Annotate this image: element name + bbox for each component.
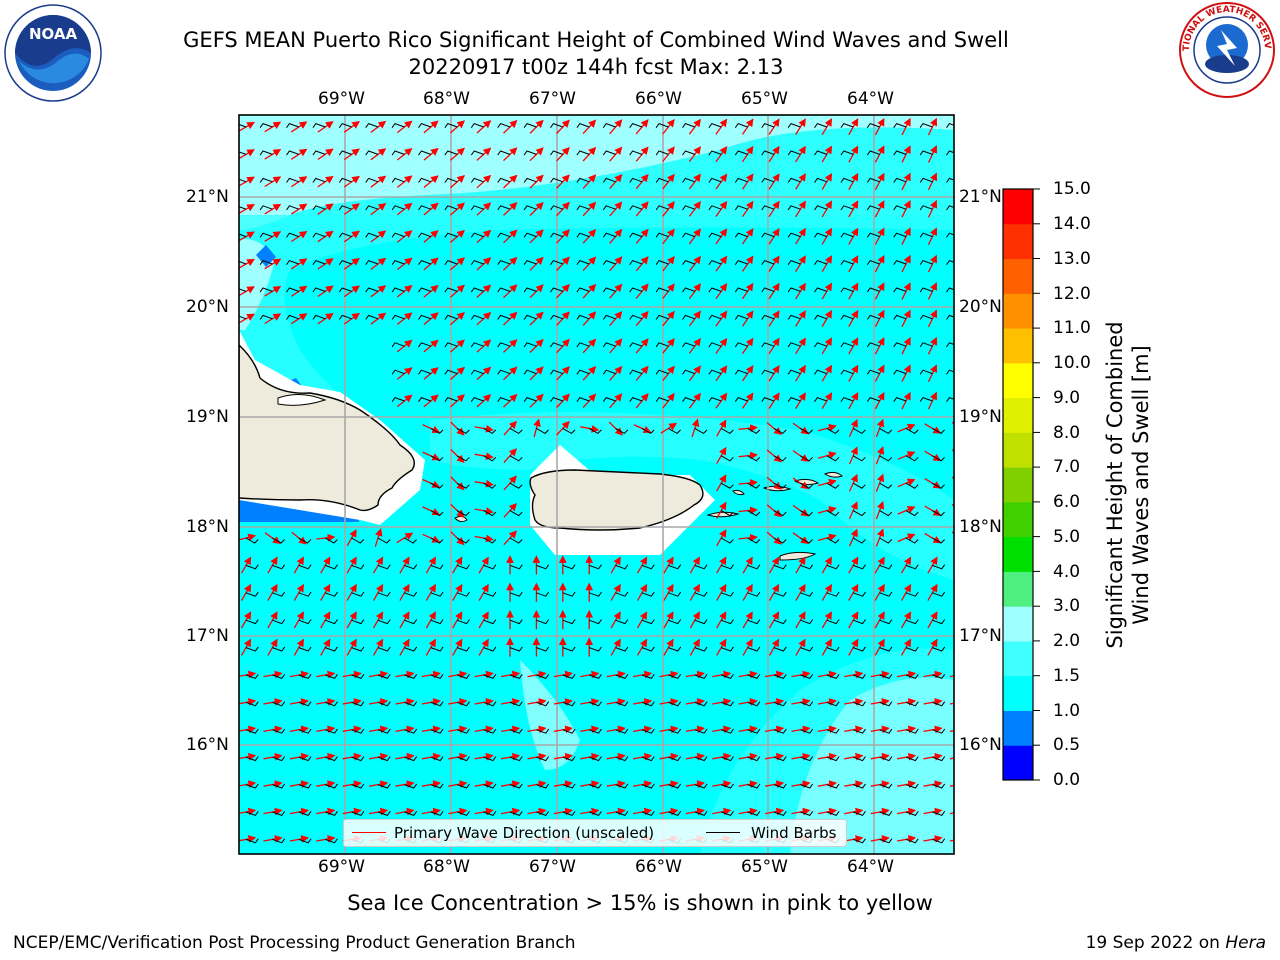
lat-label-left-17n: 17°N <box>186 626 229 646</box>
colorbar-segment <box>1003 571 1033 607</box>
lon-label-bottom-69w: 69°W <box>318 857 365 877</box>
colorbar-segment <box>1003 189 1033 225</box>
colorbar-title: Significant Height of Combined Wind Wave… <box>1102 321 1154 648</box>
lon-label-top-66w: 66°W <box>635 89 682 109</box>
noaa-logo-text: NOAA <box>29 25 78 43</box>
colorbar-tick-3: 1.5 <box>1053 666 1081 686</box>
footer-host: Hera <box>1225 933 1266 953</box>
hispaniola-land <box>239 344 415 512</box>
legend-barb-swatch <box>706 832 740 833</box>
colorbar-segment <box>1003 223 1033 260</box>
colorbar-tick-10: 8.0 <box>1053 423 1081 443</box>
colorbar-tick-14: 12.0 <box>1053 284 1091 304</box>
lon-label-bottom-65w: 65°W <box>741 857 788 877</box>
colorbar-segment <box>1003 675 1033 711</box>
wave-band-1.5-2m-southeast <box>700 648 954 854</box>
colorbar-title-line1: Significant Height of Combined <box>1103 321 1127 649</box>
colorbar-segment <box>1003 745 1033 781</box>
lon-label-bottom-64w: 64°W <box>847 857 894 877</box>
colorbar-tick-16: 14.0 <box>1053 214 1091 234</box>
wave-band-2-3m-north <box>239 115 954 230</box>
legend-wave-label: Primary Wave Direction (unscaled) <box>394 824 655 842</box>
lon-label-bottom-67w: 67°W <box>529 857 576 877</box>
colorbar-tick-13: 11.0 <box>1053 318 1091 338</box>
colorbar-segment <box>1003 432 1033 468</box>
wave-band-0.5-1m-spot <box>256 245 276 267</box>
lon-label-top-68w: 68°W <box>423 89 470 109</box>
lat-label-left-16n: 16°N <box>186 735 229 755</box>
map-title-line2: 20220917 t00z 144h fcst Max: 2.13 <box>408 55 784 79</box>
culebra-island <box>732 489 745 496</box>
legend-barb-label: Wind Barbs <box>751 824 837 842</box>
lat-label-right-17n: 17°N <box>959 626 1002 646</box>
colorbar-segment <box>1003 293 1033 329</box>
colorbar-segment <box>1003 467 1033 503</box>
virgin-gorda-island <box>823 471 843 478</box>
colorbar-frame <box>1002 188 1034 781</box>
footer-producer: NCEP/EMC/Verification Post Processing Pr… <box>13 933 576 953</box>
lat-label-right-18n: 18°N <box>959 517 1002 537</box>
lat-label-right-20n: 20°N <box>959 297 1002 317</box>
footer-date-text: 19 Sep 2022 on <box>1085 933 1226 953</box>
map-title-line1: GEFS MEAN Puerto Rico Significant Height… <box>183 28 1009 52</box>
colorbar-segment <box>1003 640 1033 677</box>
colorbar-tick-12: 10.0 <box>1053 353 1091 373</box>
lon-label-bottom-68w: 68°W <box>423 857 470 877</box>
samana-bay <box>277 394 327 406</box>
colorbar-segment <box>1003 328 1033 364</box>
colorbar-segment <box>1003 501 1033 538</box>
colorbar-title-line2: Wind Waves and Swell [m] <box>1129 345 1153 625</box>
nws-logo: NATIONAL WEATHER SERVICE <box>1173 0 1277 104</box>
map-legend: Primary Wave Direction (unscaled) Wind B… <box>343 819 847 847</box>
lat-label-right-16n: 16°N <box>959 735 1002 755</box>
colorbar-tick-2: 1.0 <box>1053 701 1081 721</box>
colorbar-tick-0: 0.0 <box>1053 770 1081 790</box>
colorbar-tick-17: 15.0 <box>1053 179 1091 199</box>
colorbar-segment <box>1003 606 1033 642</box>
vector-field <box>239 117 954 844</box>
lat-label-right-21n: 21°N <box>959 187 1002 207</box>
noaa-logo: NOAA <box>3 3 103 107</box>
lon-label-top-69w: 69°W <box>318 89 365 109</box>
colorbar-tick-1: 0.5 <box>1053 735 1081 755</box>
lon-label-top-67w: 67°W <box>529 89 576 109</box>
sea-ice-note: Sea Ice Concentration > 15% is shown in … <box>347 891 933 915</box>
colorbar-tick-8: 6.0 <box>1053 492 1081 512</box>
colorbar <box>1003 189 1033 781</box>
colorbar-segment <box>1003 397 1033 433</box>
colorbar-segment <box>1003 258 1033 294</box>
colorbar-segment <box>1003 362 1033 399</box>
lon-label-top-65w: 65°W <box>741 89 788 109</box>
colorbar-tick-7: 5.0 <box>1053 527 1081 547</box>
lon-label-bottom-66w: 66°W <box>635 857 682 877</box>
colorbar-tick-6: 4.0 <box>1053 562 1081 582</box>
lat-label-left-19n: 19°N <box>186 407 229 427</box>
lat-label-left-20n: 20°N <box>186 297 229 317</box>
colorbar-segment <box>1003 710 1033 746</box>
colorbar-ticks <box>1033 188 1040 781</box>
colorbar-tick-5: 3.0 <box>1053 596 1081 616</box>
legend-wave-swatch <box>352 832 386 833</box>
puerto-rico-land <box>529 469 704 531</box>
colorbar-tick-9: 7.0 <box>1053 457 1081 477</box>
colorbar-tick-4: 2.0 <box>1053 631 1081 651</box>
lon-label-top-64w: 64°W <box>847 89 894 109</box>
colorbar-segment <box>1003 536 1033 572</box>
colorbar-tick-15: 13.0 <box>1053 249 1091 269</box>
map-frame <box>238 114 955 855</box>
footer-date: 19 Sep 2022 on Hera <box>1086 933 1266 953</box>
lat-label-left-18n: 18°N <box>186 517 229 537</box>
lat-label-right-19n: 19°N <box>959 407 1002 427</box>
wave-band-2-3m-passage <box>520 660 580 770</box>
colorbar-tick-11: 9.0 <box>1053 388 1081 408</box>
lat-label-left-21n: 21°N <box>186 187 229 207</box>
st-croix-island <box>779 551 817 561</box>
